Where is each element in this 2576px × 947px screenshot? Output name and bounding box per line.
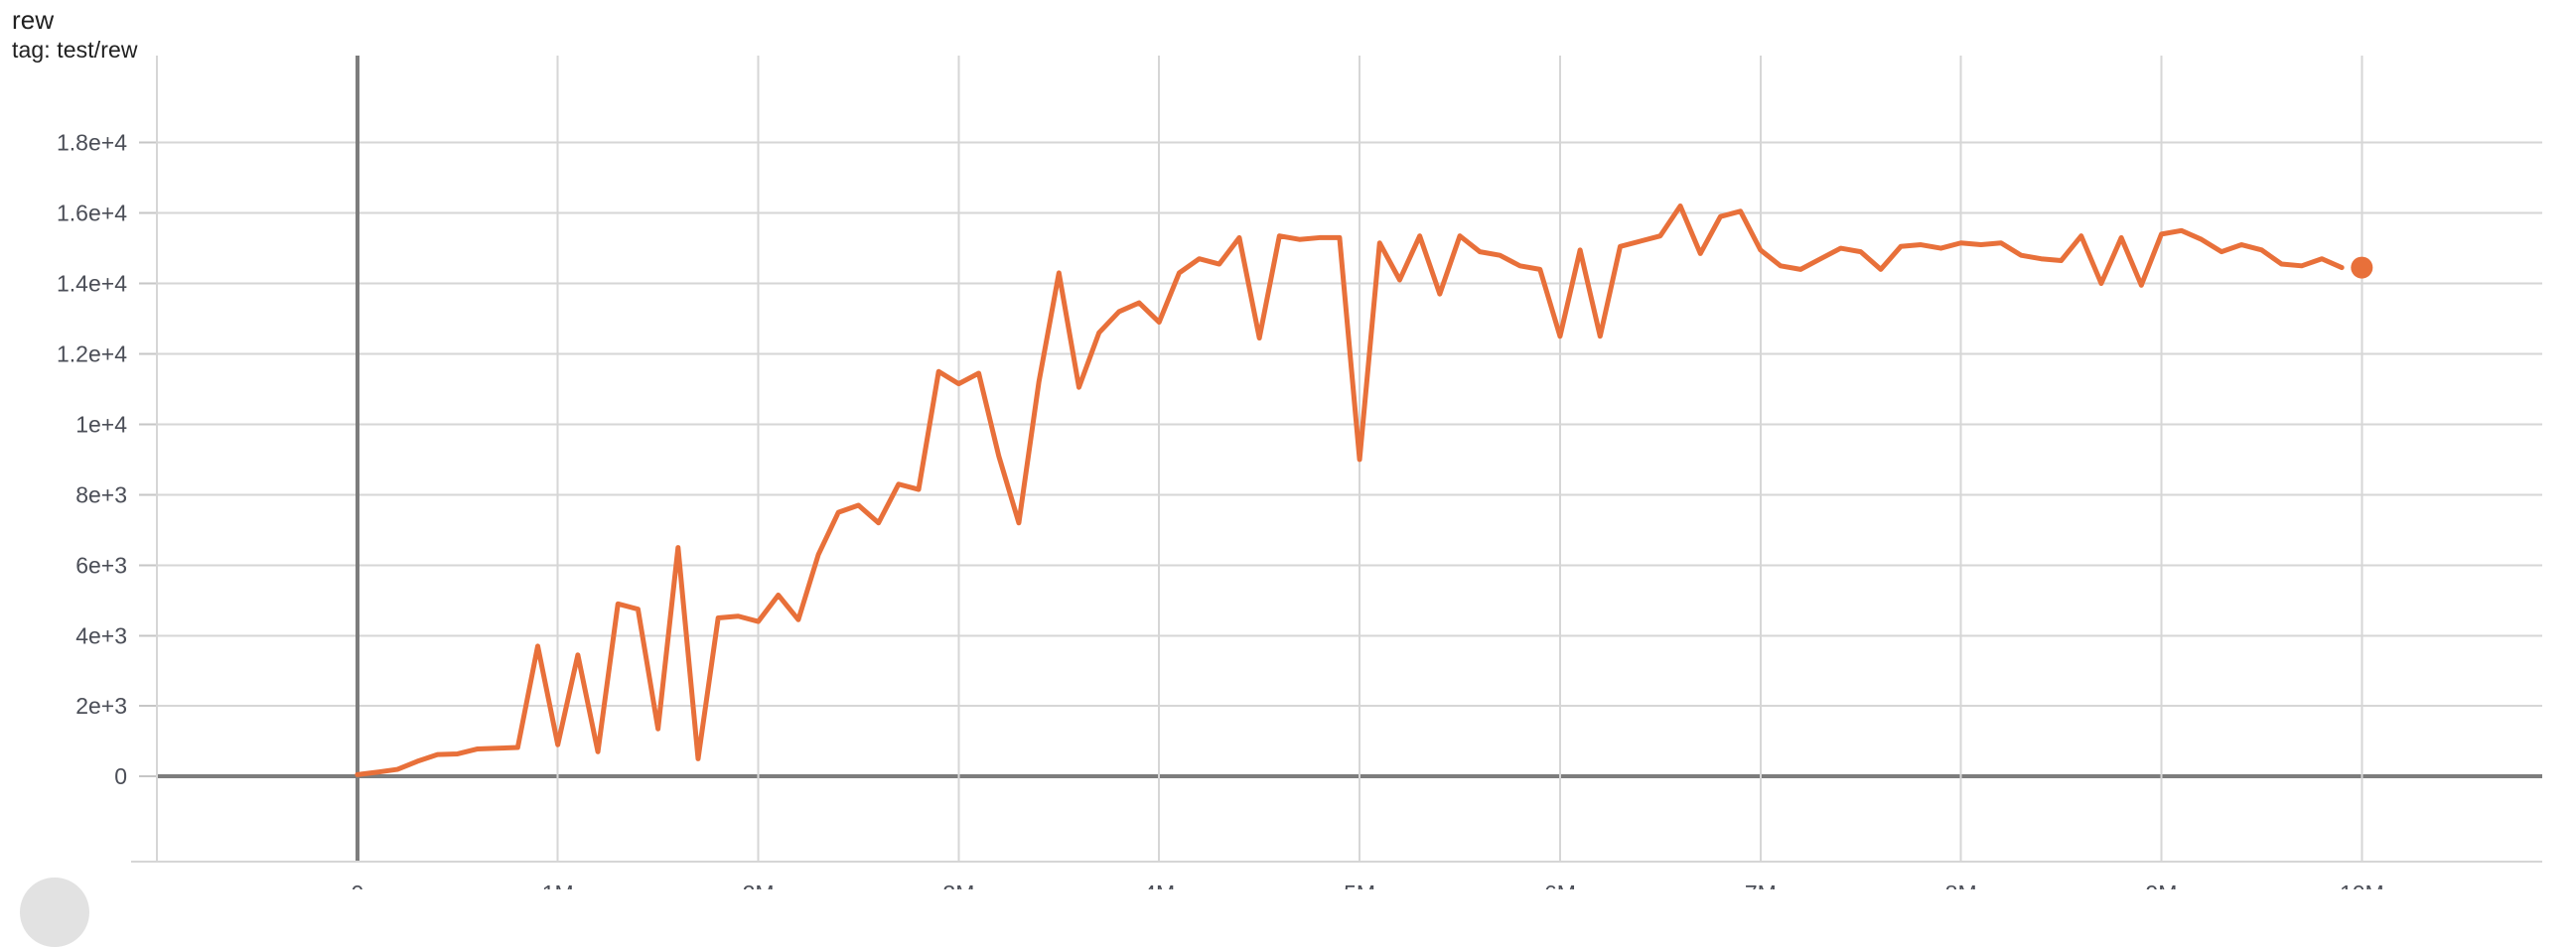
x-tick-label: 8M — [1945, 880, 1977, 889]
last-point-marker[interactable] — [2351, 256, 2373, 279]
y-tick-label: 4e+3 — [75, 622, 127, 648]
x-tick-label: 10M — [2340, 880, 2384, 889]
x-tick-label: 1M — [542, 880, 574, 889]
y-tick-label: 1e+4 — [75, 411, 127, 437]
horizontal-gridlines — [157, 141, 2542, 779]
plot-area[interactable]: 0 2e+3 4e+3 6e+3 8e+3 1e+4 1.2e+4 1.4e+4 1.6e+4 1… — [0, 0, 2576, 889]
chart-tag-subtitle: tag: test/rew — [12, 37, 138, 63]
y-tick-label: 6e+3 — [75, 552, 127, 578]
y-tick-label: 1.8e+4 — [57, 130, 127, 156]
x-tick-label: 4M — [1143, 880, 1175, 889]
page-title: rew — [12, 5, 55, 35]
x-tick-label: 9M — [2146, 880, 2178, 889]
y-tick-label: 2e+3 — [75, 693, 127, 719]
x-axis-tick-labels: 0 1M 2M 3M 4M 5M 6M 7M 8M 9M 10M — [351, 880, 2383, 889]
series-end-dot[interactable] — [2351, 256, 2373, 279]
y-tick-label: 8e+3 — [75, 481, 127, 507]
chart-axes — [131, 56, 2542, 863]
chart-header: rew tag: test/rew — [12, 4, 707, 64]
line-chart-svg[interactable]: 0 2e+3 4e+3 6e+3 8e+3 1e+4 1.2e+4 1.4e+4 1.6e+4 1… — [0, 0, 2576, 889]
data-series-group[interactable] — [355, 203, 2345, 777]
y-tick-label: 1.6e+4 — [57, 201, 127, 226]
y-tick-label: 0 — [114, 763, 127, 789]
y-axis-tick-labels: 0 2e+3 4e+3 6e+3 8e+3 1e+4 1.2e+4 1.4e+4 1.6e+4 1… — [57, 130, 127, 789]
x-tick-label: 3M — [942, 880, 974, 889]
vertical-gridlines — [355, 56, 2363, 862]
y-tick-label: 1.2e+4 — [57, 340, 127, 366]
x-tick-label: 5M — [1344, 880, 1375, 889]
x-tick-label: 6M — [1544, 880, 1576, 889]
x-tick-label: 7M — [1745, 880, 1777, 889]
series-line-0[interactable] — [355, 203, 2345, 777]
x-tick-label: 2M — [743, 880, 775, 889]
toolbar-blob-icon — [20, 878, 89, 947]
x-tick-label: 0 — [351, 880, 363, 889]
axis-tickmarks — [139, 141, 157, 778]
y-tick-label: 1.4e+4 — [57, 271, 127, 297]
